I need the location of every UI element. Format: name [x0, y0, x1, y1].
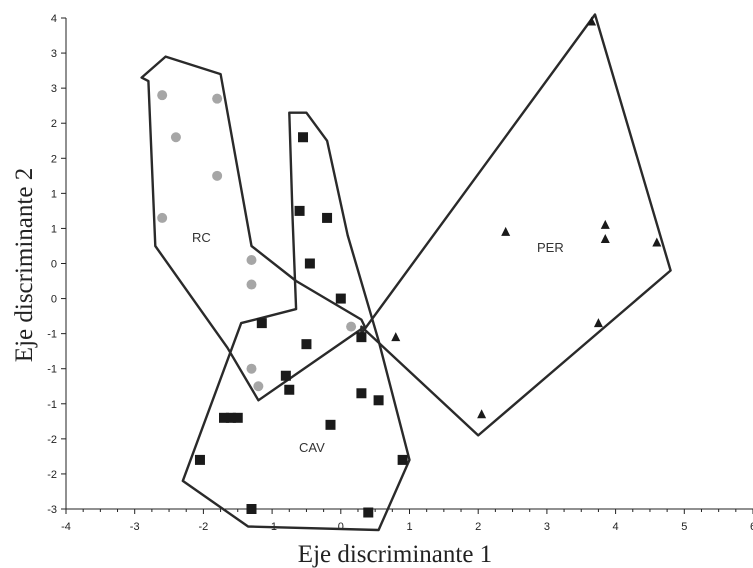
point-rc: [246, 363, 257, 374]
point-rc: [157, 212, 168, 223]
group-hulls: [140, 13, 672, 532]
y-tick-label: 0: [51, 294, 57, 306]
point-per: [391, 332, 401, 342]
x-tick-label: -3: [130, 521, 140, 533]
point-cav: [194, 454, 205, 465]
point-per: [501, 226, 511, 236]
point-per: [477, 409, 487, 419]
point-rc: [253, 381, 264, 392]
point-cav: [397, 454, 408, 465]
x-tick-label: -4: [61, 521, 71, 533]
point-rc: [212, 93, 223, 104]
y-tick-label: -2: [47, 469, 57, 481]
x-tick-label: 6: [750, 521, 753, 533]
y-ticks: 4 3 3 2 2 1 1 0 0 -1 -1 -1 -2 -2 -3: [47, 13, 66, 516]
point-cav: [373, 395, 384, 406]
point-rc: [212, 170, 223, 181]
x-tick-label: 4: [613, 521, 619, 533]
point-cav: [298, 132, 309, 143]
point-rc: [170, 132, 181, 143]
y-tick-label: -1: [47, 329, 57, 341]
y-axis-title: Eje discriminante 2: [11, 168, 38, 362]
point-cav: [294, 205, 305, 216]
y-tick-label: -1: [47, 399, 57, 411]
point-cav: [284, 384, 295, 395]
point-cav: [256, 318, 267, 329]
point-cav: [356, 388, 367, 399]
y-tick-label: -1: [47, 364, 57, 376]
x-tick-label: 1: [406, 521, 412, 533]
point-cav: [246, 504, 257, 514]
point-per: [600, 233, 610, 243]
point-rc: [246, 254, 257, 265]
group-label-per: PER: [537, 240, 564, 255]
point-per: [652, 237, 662, 247]
y-tick-label: -3: [47, 504, 57, 516]
point-cav: [219, 412, 230, 423]
x-axis-title: Eje discriminante 1: [298, 541, 492, 568]
y-tick-label: 3: [51, 83, 57, 95]
y-tick-label: 1: [51, 223, 57, 235]
y-tick-label: 2: [51, 118, 57, 130]
x-tick-label: 3: [544, 521, 550, 533]
point-per: [600, 219, 610, 229]
point-per: [587, 16, 597, 26]
y-tick-label: 4: [51, 13, 57, 25]
point-rc: [346, 321, 357, 332]
point-cav: [232, 412, 243, 423]
hull-cav: [181, 111, 411, 532]
plot-area: -4 -3 -2 -1 0 1 2 3 4 5 6 4 3 3 2 2 1 1 0 0 -1 -1 -1 -2 -2 -3 RC…: [47, 13, 753, 533]
y-tick-label: 0: [51, 259, 57, 271]
point-cav: [322, 212, 333, 223]
point-cav: [356, 332, 367, 343]
y-tick-label: 2: [51, 153, 57, 165]
x-tick-label: 2: [475, 521, 481, 533]
group-label-cav: CAV: [299, 440, 325, 455]
data-points: [157, 16, 662, 518]
hull-rc: [140, 55, 366, 402]
x-tick-label: 0: [338, 521, 344, 533]
point-cav: [363, 507, 374, 518]
x-ticks: -4-3-2-10123456: [61, 509, 753, 533]
y-tick-label: 1: [51, 188, 57, 200]
point-cav: [225, 412, 236, 423]
hull-per: [360, 13, 672, 437]
point-cav: [325, 419, 336, 430]
point-cav: [280, 370, 291, 381]
point-cav: [304, 258, 315, 269]
group-label-rc: RC: [192, 230, 211, 245]
point-cav: [301, 339, 312, 350]
x-tick-label: -2: [199, 521, 209, 533]
point-cav: [335, 293, 346, 304]
point-rc: [157, 90, 168, 101]
y-tick-label: -2: [47, 434, 57, 446]
point-rc: [246, 279, 257, 290]
point-per: [593, 318, 603, 328]
x-tick-label: 5: [681, 521, 687, 533]
y-tick-label: 3: [51, 48, 57, 60]
